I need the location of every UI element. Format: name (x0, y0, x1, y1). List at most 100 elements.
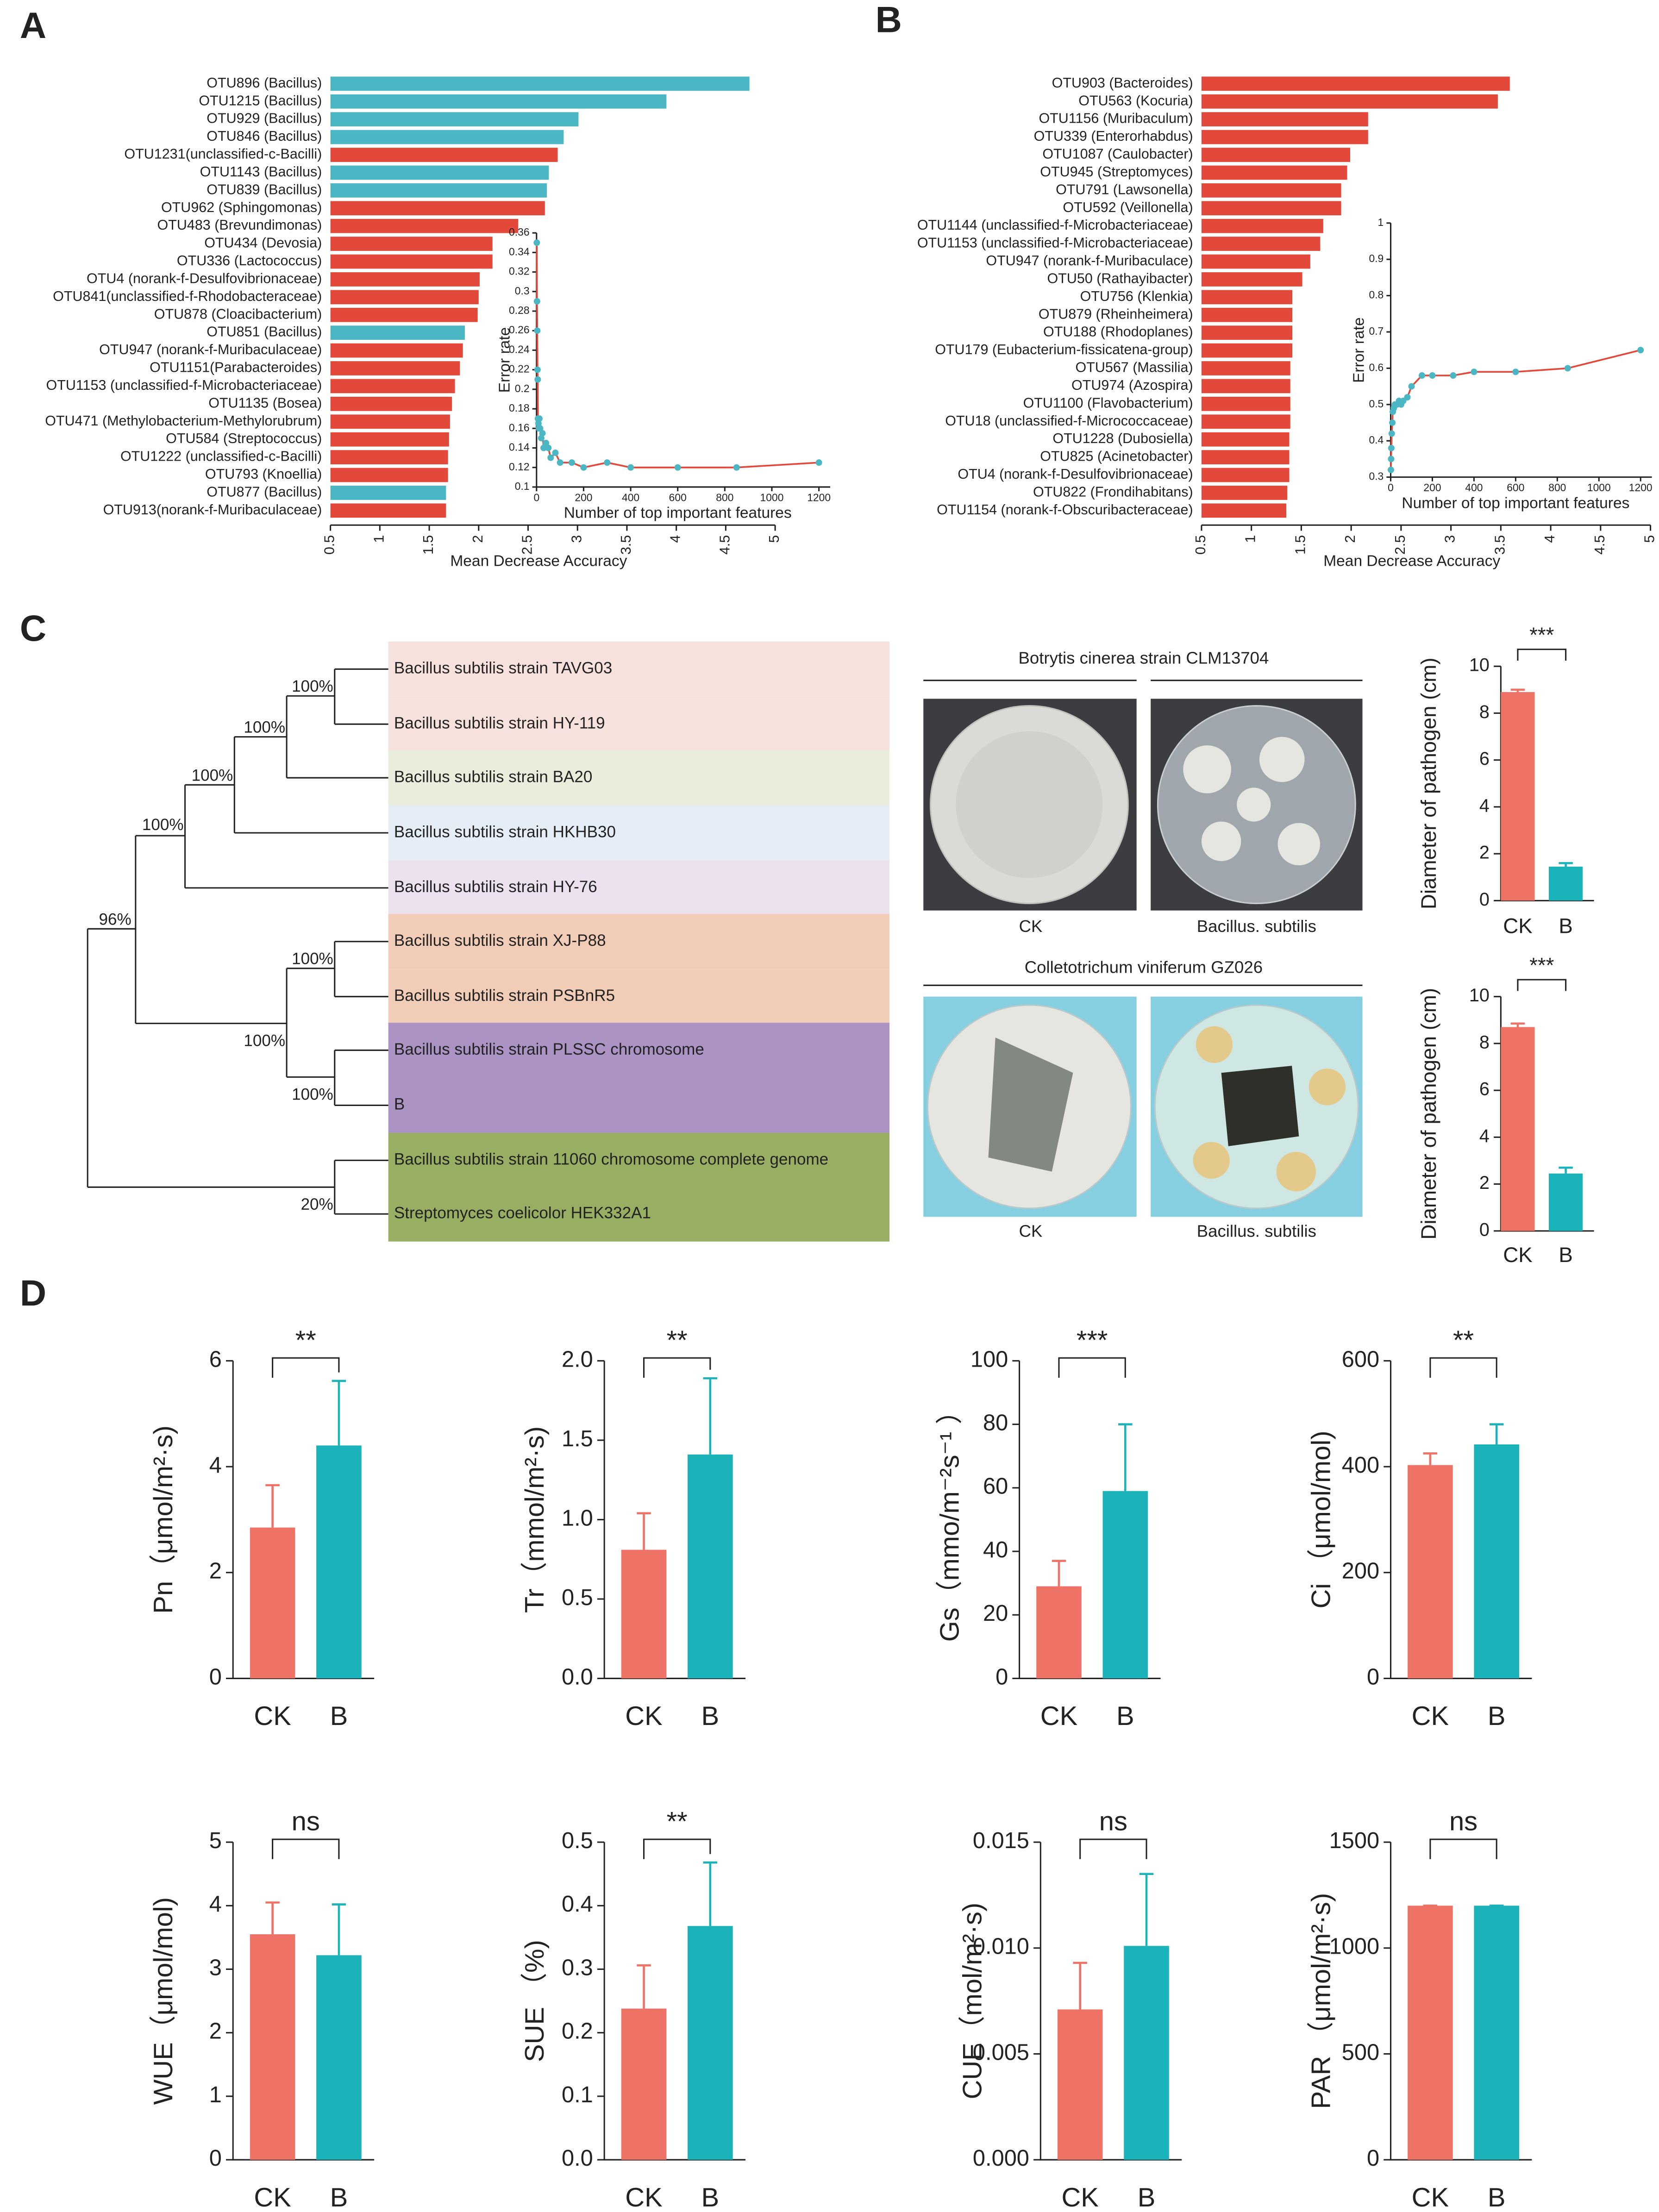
y-tick-label: 0.3 (562, 1955, 593, 1980)
category-label: OTU1156 (Muribaculum) (1039, 111, 1193, 126)
bar (1201, 165, 1347, 180)
y-axis-title: SUE （%) (520, 1940, 550, 2062)
marker (1418, 372, 1426, 379)
significance-label: *** (1529, 623, 1554, 647)
marker (533, 298, 540, 305)
y-tick-label: 0 (209, 1664, 222, 1689)
category-label: OTU791 (Lawsonella) (1056, 181, 1193, 197)
leaf-label: Bacillus subtilis strain BA20 (394, 768, 593, 786)
y-tick-label: 0.2 (562, 2019, 593, 2044)
y-tick-label: 0 (1479, 1219, 1490, 1240)
category-label: OTU879 (Rheinheimera) (1039, 306, 1193, 322)
y-tick-label: 3 (209, 1955, 222, 1980)
y-tick-label: 0.1 (515, 480, 530, 492)
marker (1388, 444, 1395, 451)
category-label: OTU4 (norank-f-Desulfovibrionaceae) (958, 466, 1193, 482)
marker (534, 327, 541, 334)
bar (1201, 396, 1290, 411)
category-label: OTU793 (Knoellia) (205, 466, 322, 482)
bar (1036, 1586, 1082, 1679)
bootstrap-label: 100% (292, 1085, 333, 1103)
category-label: OTU471 (Methylobacterium-Methylorubrum) (45, 413, 322, 429)
error-bar (1118, 1423, 1133, 1491)
marker (627, 464, 634, 471)
y-tick-label: 0.16 (509, 421, 530, 433)
leaf-label: Bacillus subtilis strain XJ-P88 (394, 931, 606, 950)
marker (1450, 372, 1457, 379)
category-label: OTU1144 (unclassified-f-Microbacteriacea… (917, 217, 1193, 233)
x-tick-label: 1000 (1587, 481, 1611, 494)
marker (545, 444, 552, 451)
bar (1201, 76, 1510, 91)
category-label: OTU1153 (unclassified-f-Microbacteriacea… (917, 235, 1193, 251)
x-tick-label: CK (1061, 2183, 1098, 2212)
colony (1277, 823, 1321, 866)
bar (330, 396, 452, 411)
category-label: OTU846 (Bacillus) (207, 128, 322, 144)
bar (1201, 432, 1290, 447)
x-tick-label: 800 (1548, 481, 1566, 494)
colony (1308, 1069, 1346, 1106)
x-tick-label: 0.5 (1193, 535, 1208, 555)
bar (1201, 325, 1293, 340)
y-tick-label: 0.22 (509, 363, 530, 375)
bar (330, 148, 558, 162)
y-axis-title: Pn（μmol/m²·s) (149, 1425, 178, 1614)
significance-label: ** (667, 1807, 688, 1837)
error-bar (1073, 1962, 1087, 2010)
leaf-band (388, 860, 890, 916)
error-bar (637, 1964, 651, 2009)
marker (580, 464, 587, 471)
significance-bracket (1517, 649, 1567, 661)
y-tick-label: 0 (1479, 889, 1490, 910)
x-tick-label: B (1138, 2183, 1156, 2212)
category-label: OTU1215 (Bacillus) (199, 93, 322, 108)
leaf-band (388, 1023, 890, 1078)
x-tick-label: B (701, 2183, 720, 2212)
y-tick-label: 0.4 (1369, 434, 1384, 446)
x-axis-title: Number of top important features (564, 505, 792, 522)
x-tick-label: CK (1503, 1243, 1533, 1267)
significance-bracket (272, 1838, 340, 1859)
error-bar (1052, 1560, 1066, 1587)
y-axis-title: Ci （μmol/mol) (1306, 1431, 1336, 1608)
y-tick-label: 0 (1367, 2146, 1379, 2171)
category-label: OTU18 (unclassified-f-Micrococcaceae) (945, 413, 1193, 429)
error-bar (1559, 862, 1573, 867)
y-tick-label: 0.5 (1369, 398, 1384, 410)
error-bar (1559, 1166, 1573, 1174)
category-label: OTU947 (norank-f-Muribaculace) (986, 253, 1193, 269)
leaf-label: Bacillus subtilis strain 11060 chromosom… (394, 1150, 828, 1168)
marker (1388, 456, 1395, 462)
bar (1201, 414, 1290, 429)
bar (688, 1454, 733, 1679)
category-label: OTU50 (Rathayibacter) (1047, 270, 1193, 286)
leaf-label: B (394, 1095, 405, 1113)
bar (330, 201, 545, 216)
bar (1408, 1906, 1453, 2160)
error-bar (332, 1903, 346, 1956)
error-bar (1510, 688, 1525, 692)
marker (569, 459, 576, 466)
bar (1201, 343, 1293, 358)
y-tick-label: 0.000 (973, 2146, 1029, 2171)
category-label: OTU756 (Klenkia) (1080, 288, 1193, 304)
y-axis-title: Error rate (1350, 317, 1367, 383)
marker (604, 459, 611, 466)
category-label: OTU592 (Veillonella) (1063, 200, 1193, 215)
y-axis-title: CUE（mol/m²·s) (958, 1903, 987, 2100)
x-tick-label: 1.5 (1292, 535, 1308, 555)
y-tick-label: 0 (995, 1664, 1008, 1689)
y-tick-label: 40 (983, 1537, 1008, 1562)
bar (1201, 130, 1368, 144)
leaf-band (388, 750, 890, 806)
bar (330, 450, 448, 464)
category-label: OTU563 (Kocuria) (1078, 93, 1193, 108)
bar (330, 112, 579, 127)
y-tick-label: 2 (209, 2019, 222, 2044)
bootstrap-label: 20% (301, 1195, 333, 1213)
x-tick-label: 2 (1342, 535, 1358, 543)
bar (316, 1955, 362, 2160)
bar (330, 183, 547, 198)
colony (1193, 1142, 1230, 1179)
